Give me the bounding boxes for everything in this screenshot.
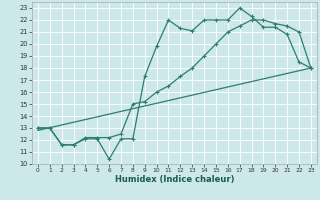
X-axis label: Humidex (Indice chaleur): Humidex (Indice chaleur) xyxy=(115,175,234,184)
